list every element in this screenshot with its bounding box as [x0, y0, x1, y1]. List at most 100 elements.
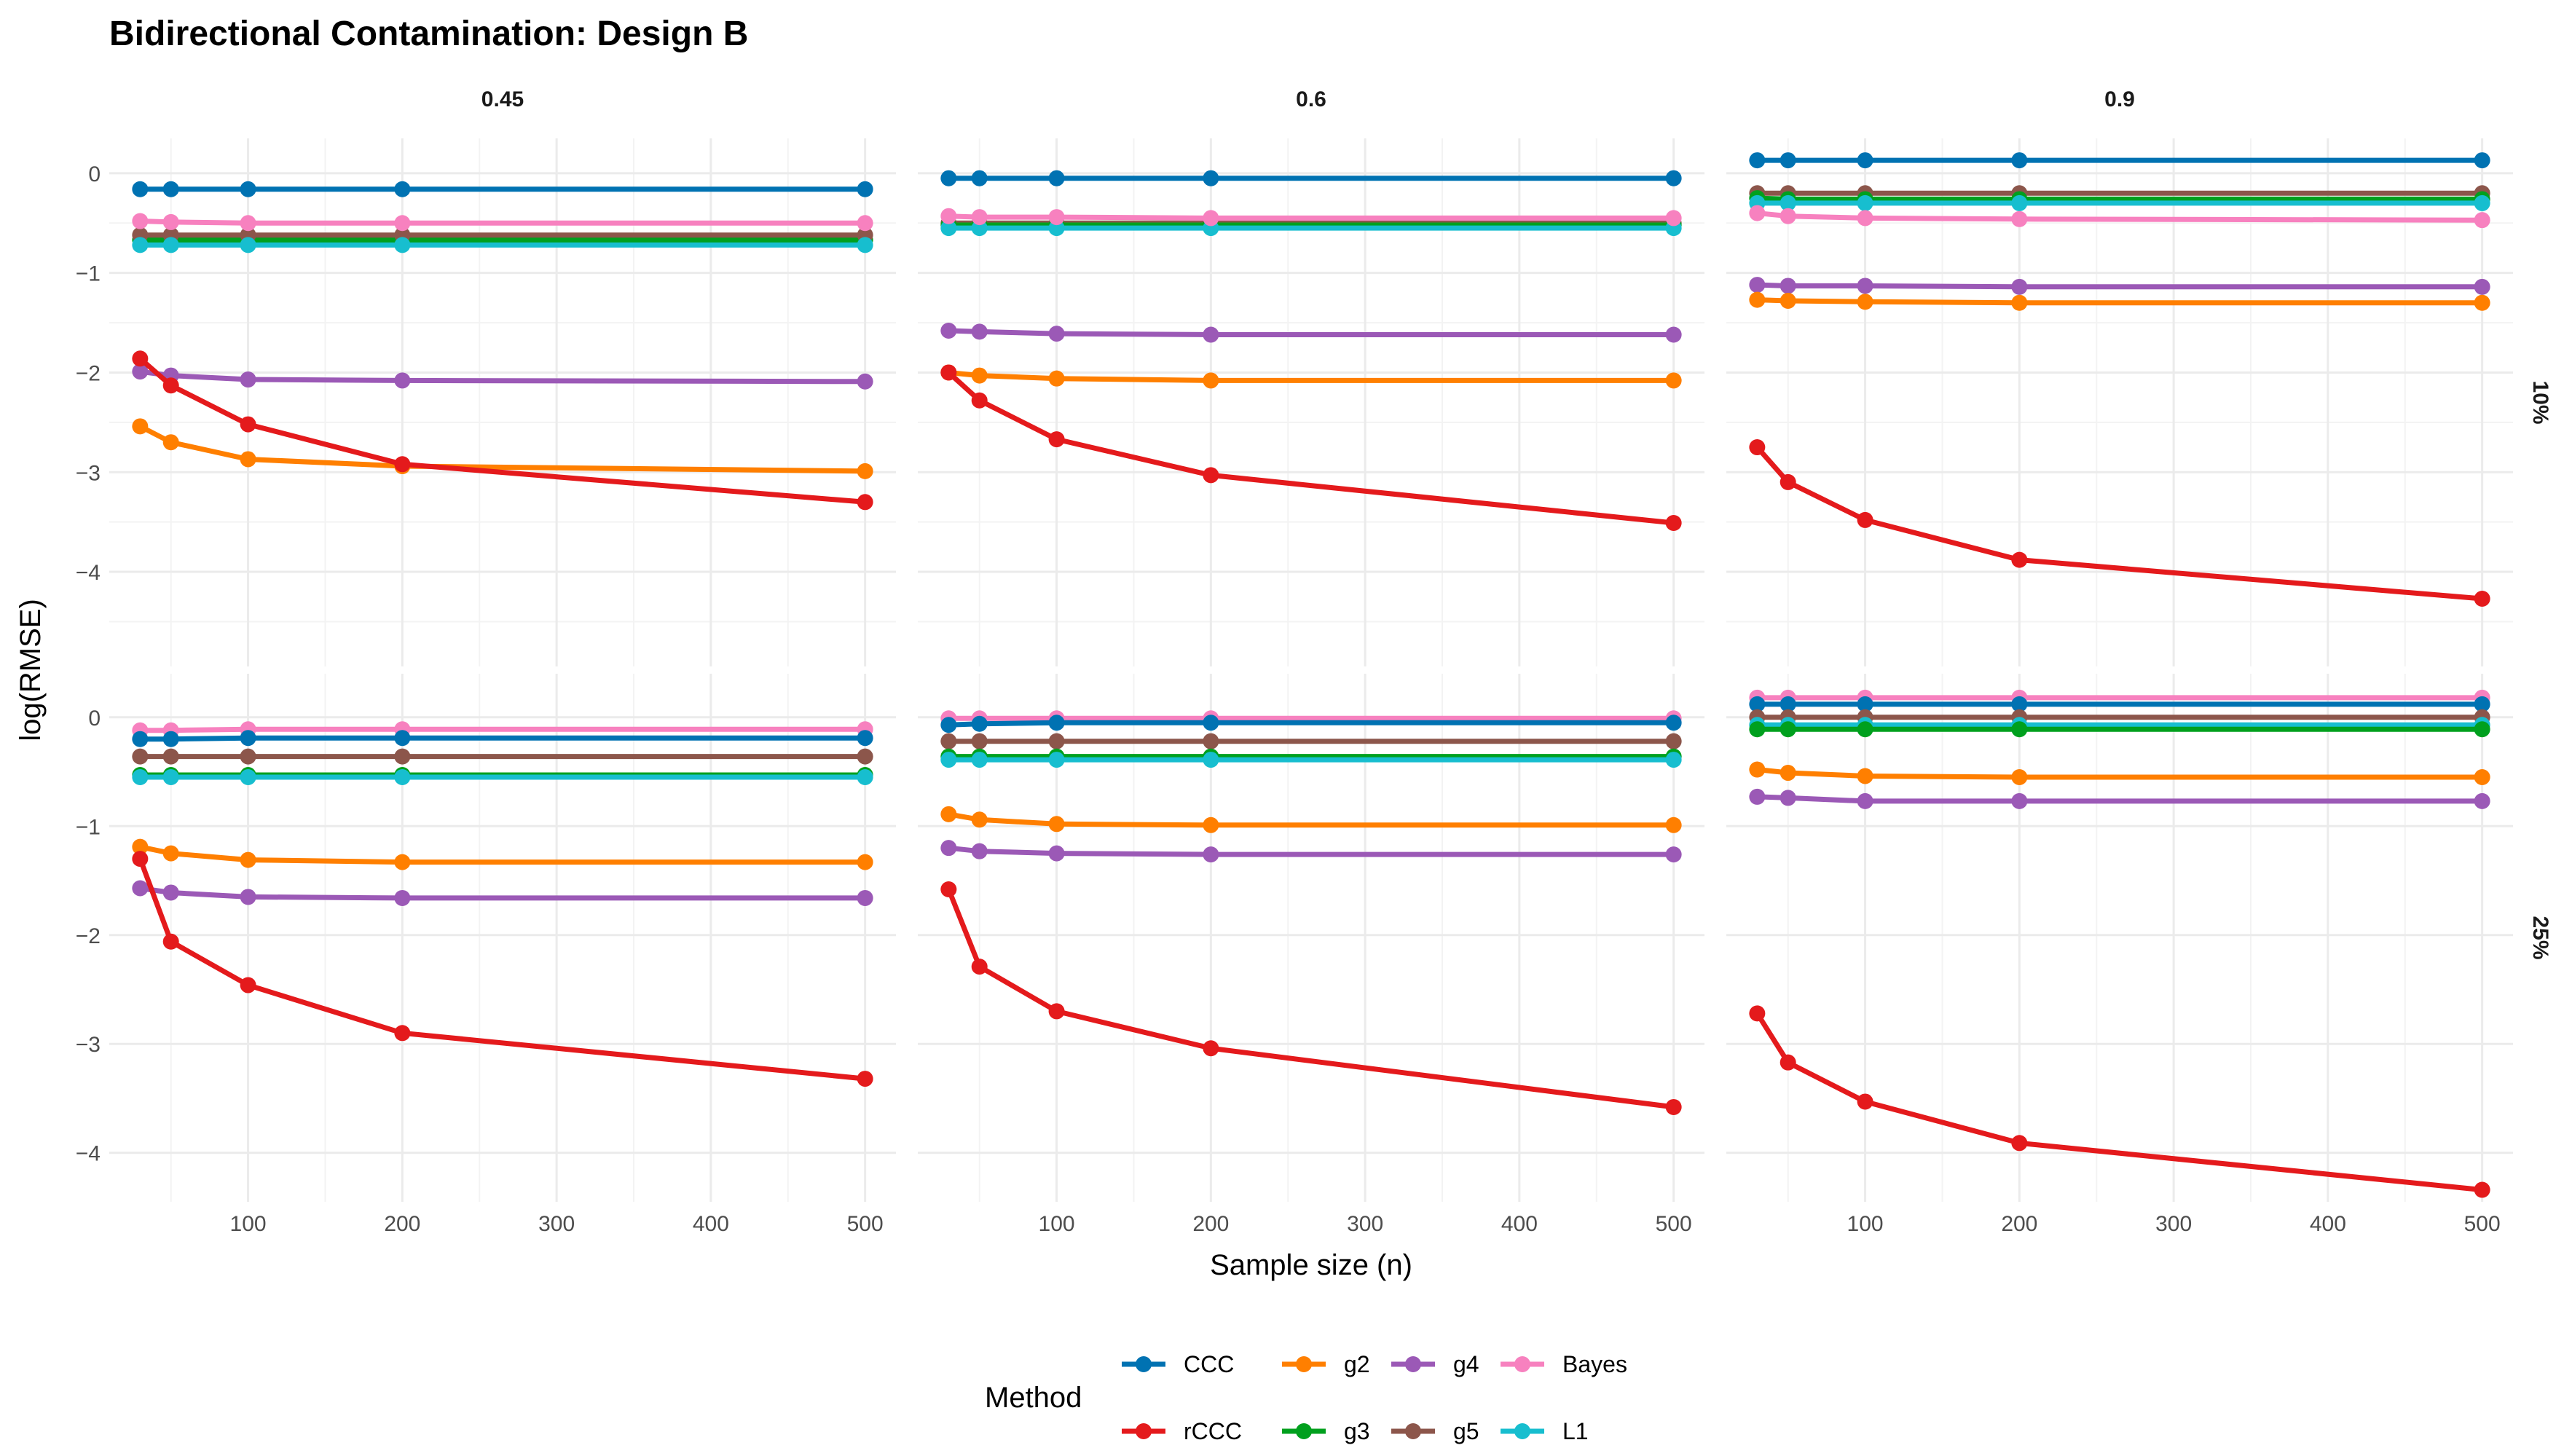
data-point-g2 [1665, 372, 1682, 389]
legend-key-point-g2 [1296, 1356, 1312, 1372]
data-point-g4 [240, 371, 256, 388]
data-point-g4 [162, 884, 179, 901]
data-point-rCCC [1048, 1003, 1065, 1020]
panel-r0-c2 [1726, 138, 2513, 666]
data-point-g2 [162, 434, 179, 451]
data-point-CCC [240, 181, 256, 197]
data-point-g4 [1048, 326, 1065, 342]
data-point-g2 [240, 851, 256, 868]
legend-label-Bayes: Bayes [1562, 1351, 1627, 1377]
y-tick-label: 0 [88, 162, 101, 186]
data-point-L1 [394, 769, 411, 786]
data-point-Bayes [394, 215, 411, 232]
data-point-g2 [1857, 768, 1873, 784]
data-point-L1 [857, 769, 873, 786]
x-tick-label: 400 [2310, 1212, 2346, 1236]
data-point-rCCC [1749, 1005, 1766, 1022]
y-tick-label: −2 [76, 924, 101, 948]
data-point-g3 [2474, 721, 2490, 738]
x-tick-label: 100 [1847, 1212, 1884, 1236]
data-point-L1 [940, 220, 957, 237]
data-point-CCC [940, 170, 957, 186]
data-point-g2 [940, 806, 957, 822]
legend-key-point-L1 [1514, 1423, 1530, 1439]
data-point-L1 [240, 237, 256, 253]
data-point-L1 [971, 220, 988, 237]
data-point-L1 [1857, 194, 1873, 211]
data-point-CCC [857, 730, 873, 747]
data-point-g2 [2474, 294, 2490, 311]
data-point-rCCC [240, 977, 256, 993]
data-point-g4 [1665, 846, 1682, 863]
data-point-L1 [240, 769, 256, 786]
data-point-CCC [1780, 152, 1796, 169]
y-tick-label: −1 [76, 815, 101, 839]
data-point-g4 [2011, 278, 2028, 295]
data-point-rCCC [1203, 1040, 1219, 1057]
data-point-g5 [394, 748, 411, 765]
data-point-g4 [1749, 788, 1766, 805]
data-point-L1 [1665, 752, 1682, 768]
data-point-L1 [162, 237, 179, 253]
data-point-rCCC [2474, 1181, 2490, 1198]
data-point-rCCC [394, 1025, 411, 1042]
data-point-g4 [240, 889, 256, 905]
panel-r1-c0: 0 −1 −2 −3 −4 100 200 300 400 500 [76, 674, 896, 1236]
legend-label-g5: g5 [1453, 1418, 1479, 1444]
data-point-CCC [162, 731, 179, 747]
data-point-g2 [1203, 816, 1219, 833]
y-tick-label: 0 [88, 707, 101, 731]
data-point-CCC [971, 170, 988, 186]
data-point-g2 [857, 463, 873, 479]
legend-title: Method [985, 1382, 1082, 1414]
data-point-g4 [1780, 790, 1796, 806]
data-point-rCCC [162, 377, 179, 394]
data-point-g4 [857, 373, 873, 390]
data-point-g2 [971, 367, 988, 384]
data-point-rCCC [2011, 1135, 2028, 1152]
data-point-g2 [1749, 291, 1766, 308]
data-point-CCC [1203, 170, 1219, 186]
data-point-L1 [1203, 752, 1219, 768]
data-point-rCCC [1857, 511, 1873, 528]
panel-r0-c0: 0 −1 −2 −3 −4 [76, 138, 896, 666]
data-point-L1 [940, 752, 957, 768]
data-point-g2 [132, 838, 149, 855]
data-point-g2 [394, 854, 411, 870]
data-point-CCC [1857, 696, 1873, 712]
data-point-Bayes [162, 213, 179, 230]
data-point-g4 [2474, 792, 2490, 809]
data-point-g2 [1203, 372, 1219, 389]
data-point-g5 [1203, 733, 1219, 749]
x-tick-label: 300 [2155, 1212, 2192, 1236]
x-tick-label: 200 [2001, 1212, 2037, 1236]
data-point-Bayes [2474, 212, 2490, 229]
data-point-g4 [1749, 277, 1766, 294]
data-point-L1 [971, 752, 988, 768]
x-tick-label: 500 [1656, 1212, 1692, 1236]
data-point-L1 [132, 237, 149, 253]
data-point-g4 [2474, 278, 2490, 295]
data-point-g4 [940, 323, 957, 339]
data-point-CCC [1203, 715, 1219, 731]
data-point-L1 [132, 769, 149, 786]
data-point-g4 [1780, 278, 1796, 294]
data-point-g5 [132, 748, 149, 765]
data-point-g2 [2011, 769, 2028, 786]
data-point-CCC [940, 717, 957, 733]
data-point-g5 [857, 748, 873, 765]
data-point-g4 [1203, 326, 1219, 343]
data-point-g4 [1857, 278, 1873, 294]
data-point-g4 [857, 889, 873, 906]
data-point-rCCC [240, 416, 256, 433]
legend-label-g3: g3 [1344, 1418, 1370, 1444]
data-point-g4 [971, 843, 988, 859]
legend-label-L1: L1 [1562, 1418, 1589, 1444]
data-point-g5 [1048, 733, 1065, 749]
x-tick-label: 200 [1192, 1212, 1229, 1236]
data-point-rCCC [857, 1071, 873, 1087]
data-point-g4 [394, 372, 411, 389]
data-point-g2 [132, 418, 149, 435]
data-point-g5 [971, 733, 988, 749]
data-point-L1 [857, 237, 873, 253]
